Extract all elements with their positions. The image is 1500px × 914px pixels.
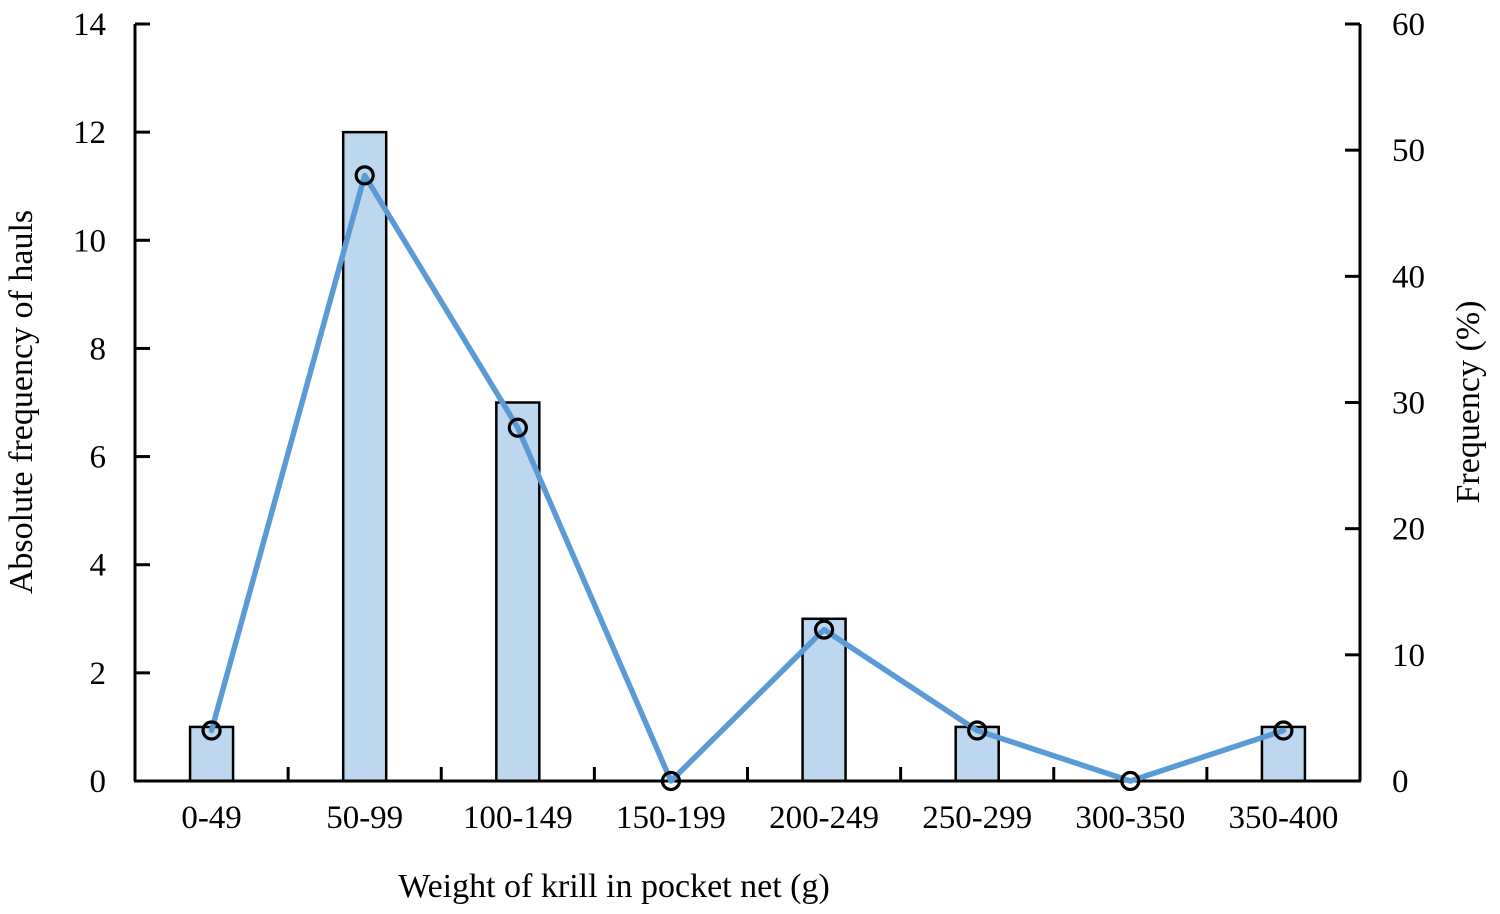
data-point-marker-300-350 [1120,770,1141,792]
data-point-marker-50-99 [354,165,375,186]
x-axis-category-label: 50-99 [326,800,403,836]
left-axis-title: Absolute frequency of hauls [3,210,40,594]
data-point-marker-350-400 [1273,720,1294,741]
data-point-marker-200-249 [813,619,835,640]
x-axis-category-label: 350-400 [1228,800,1338,836]
tick-labels-group: 0 2 4 6 8 10 12 14 0 10 20 30 40 50 60 0-49 50-99 100-149… [73,7,1425,836]
right-axis-tick-label: 20 [1392,512,1425,548]
bar-series-group [188,130,1307,783]
right-axis-title: Frequency (%) [1450,301,1487,504]
left-axis-tick-label: 12 [73,115,106,151]
x-axis-category-label: 200-249 [769,800,879,836]
data-point-marker-250-299 [967,720,988,741]
x-axis-category-label: 150-199 [616,800,726,836]
left-axis-tick-label: 6 [90,440,107,476]
axes-group [133,22,1362,783]
right-axis-tick-label: 10 [1392,638,1425,674]
x-axis-category-label: 250-299 [922,800,1032,836]
right-axis-tick-label: 30 [1392,386,1425,422]
right-axis-tick-label: 0 [1392,764,1409,800]
x-axis-category-label: 100-149 [463,800,573,836]
line-series-group [208,172,1287,784]
right-axis-tick-label: 60 [1392,7,1425,43]
left-axis-tick-label: 4 [90,548,107,584]
left-axis-tick-label: 0 [90,764,107,800]
x-axis-category-label: 300-350 [1075,800,1185,836]
right-axis-tick-label: 50 [1392,133,1425,169]
x-axis-category-label: 0-49 [181,800,242,836]
bar-0-49 [188,725,235,783]
left-axis-tick-label: 8 [90,331,107,367]
marker-group [201,165,1294,792]
data-point-marker-100-149 [507,417,528,438]
bar-50-99 [341,130,388,783]
x-axis-title: Weight of krill in pocket net (g) [398,868,830,905]
right-axis-tick-label: 40 [1392,259,1425,295]
data-point-marker-150-199 [660,770,682,792]
data-point-marker-0-49 [201,720,222,741]
left-axis-tick-label: 10 [73,223,106,259]
left-axis-tick-label: 14 [73,7,106,43]
left-axis-tick-label: 2 [90,656,107,692]
frequency-line [208,172,1287,784]
